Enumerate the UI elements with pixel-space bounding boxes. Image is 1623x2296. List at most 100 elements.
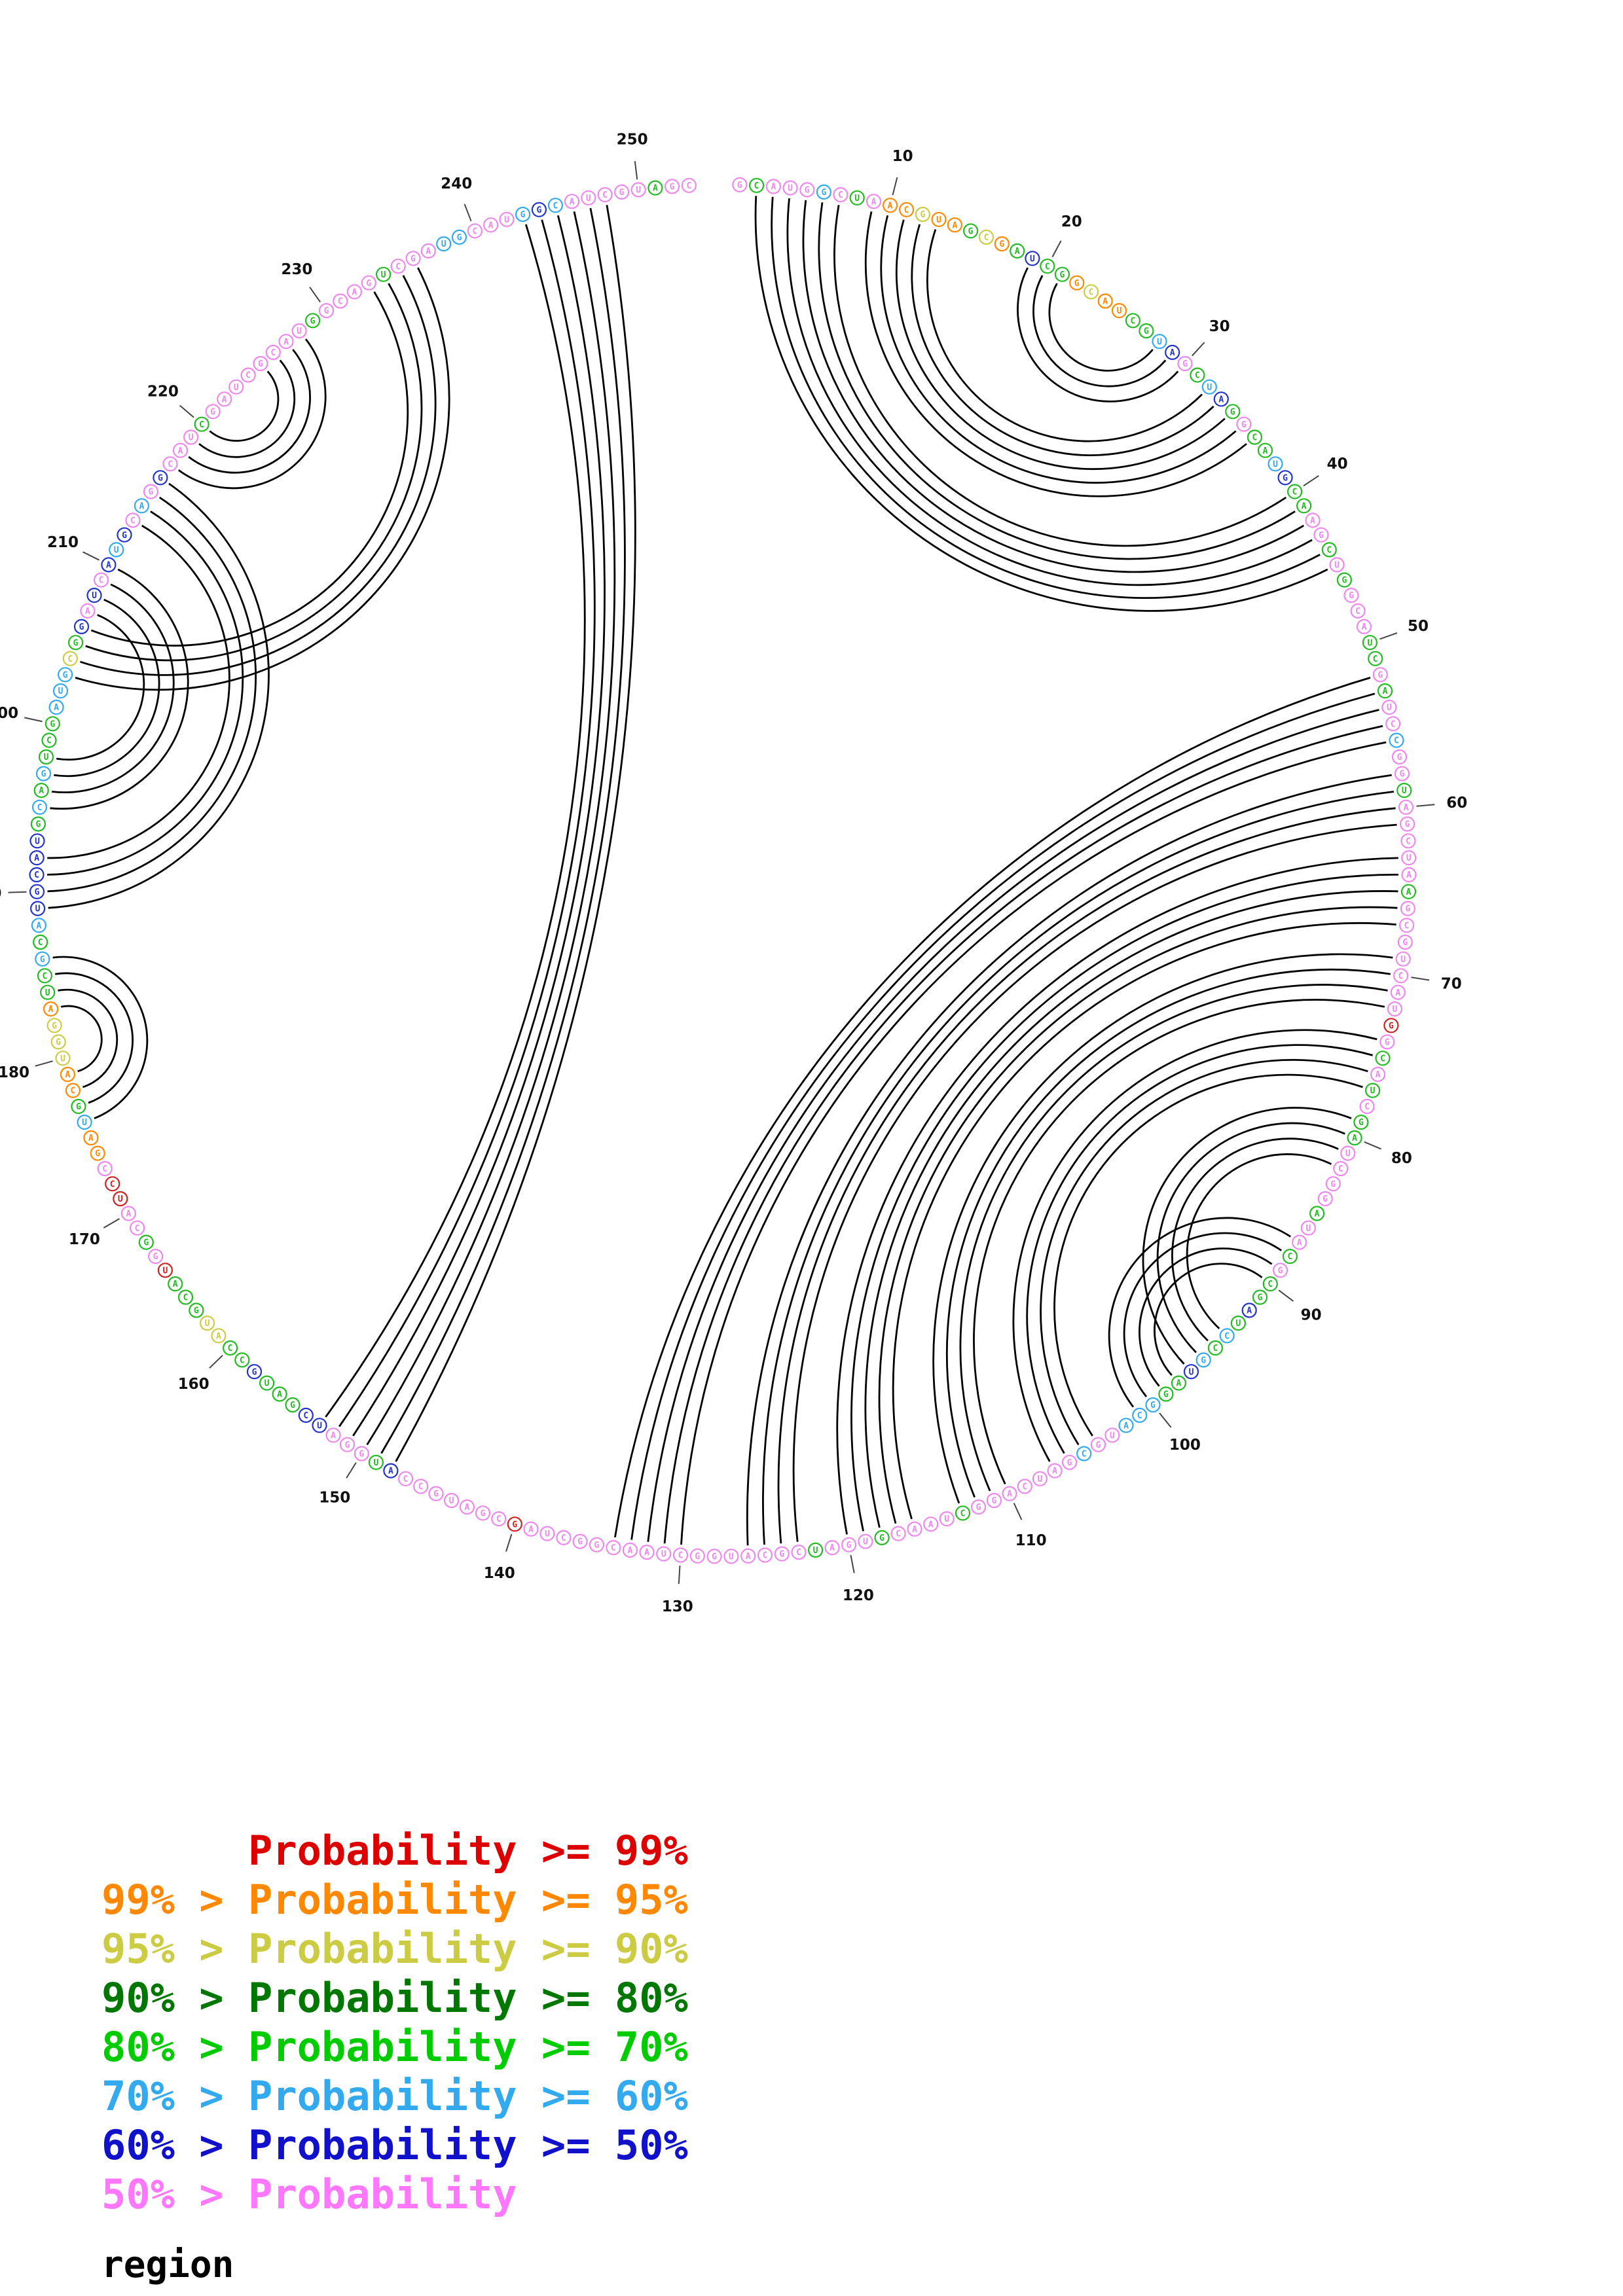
nucleotide-circle — [120, 1206, 136, 1221]
nucleotide-circle — [1132, 1407, 1148, 1423]
nucleotide-circle — [29, 884, 45, 899]
nucleotide-letter: G — [1283, 473, 1288, 483]
base-pair-arc — [1154, 1263, 1263, 1376]
base-pair-arc — [754, 196, 1328, 612]
nucleotide-circle — [681, 177, 697, 193]
base-pair-arc — [90, 291, 409, 647]
nucleotide-letter: U — [441, 240, 447, 249]
nucleotide-letter: C — [1045, 262, 1050, 272]
nucleotide-circle — [153, 470, 168, 486]
nucleotide-letter: U — [1110, 1431, 1115, 1441]
nucleotide-circle — [1277, 470, 1293, 486]
nucleotide-circle — [451, 229, 467, 245]
nucleotide-letter: C — [1364, 1102, 1370, 1112]
nucleotide-circle — [564, 194, 580, 209]
nucleotide-circle — [757, 1547, 773, 1563]
nucleotide-letter: C — [99, 576, 104, 586]
nucleotide-circle — [647, 180, 663, 196]
nucleotide-circle — [467, 223, 483, 239]
nucleotide-circle — [29, 867, 45, 883]
nucleotide-letter: G — [1322, 1194, 1328, 1204]
nucleotide-circle — [189, 1302, 204, 1318]
base-pair-arc — [663, 725, 1383, 1544]
nucleotide-letter: U — [1345, 1149, 1351, 1159]
nucleotide-circle — [333, 293, 348, 309]
tick-label: 190 — [0, 886, 2, 903]
base-pair-arc — [1108, 1217, 1291, 1408]
nucleotide-circle — [1379, 1034, 1395, 1050]
nucleotide-circle — [67, 635, 84, 651]
nucleotide-circle — [1047, 1463, 1063, 1479]
nucleotide-circle — [978, 229, 994, 245]
nucleotide-circle — [1236, 416, 1252, 432]
base-pair-arc — [1156, 1122, 1345, 1354]
base-pair-arc — [818, 202, 1296, 560]
nucleotide-letter: G — [345, 1441, 350, 1450]
nucleotide-letter: C — [102, 1164, 107, 1174]
base-pair-arc — [792, 823, 1397, 1542]
nucleotide-circle — [931, 211, 947, 227]
nucleotide-letter: G — [35, 888, 40, 897]
nucleotide-letter: G — [1067, 1458, 1072, 1468]
nucleotide-circle — [1286, 484, 1303, 499]
nucleotide-circle — [1118, 1418, 1134, 1433]
nucleotide-letter: A — [1123, 1421, 1129, 1431]
nucleotide-circle — [228, 379, 244, 395]
tick-label: 140 — [484, 1565, 515, 1582]
nucleotide-letter: A — [139, 501, 144, 511]
base-pair-arc — [802, 200, 1305, 573]
nucleotide-circle — [523, 1521, 539, 1537]
tick-label: 10 — [892, 148, 913, 165]
nucleotide-letter: G — [1096, 1441, 1101, 1450]
nucleotide-letter: G — [143, 1238, 149, 1248]
nucleotide-circle — [799, 182, 815, 198]
nucleotide-letter: U — [58, 687, 64, 696]
base-pair-arc — [836, 857, 1398, 1535]
tick-label: 130 — [662, 1598, 693, 1615]
nucleotide-letter: G — [695, 1552, 700, 1562]
base-pair-arc — [50, 568, 189, 810]
nucleotide-letter: C — [34, 870, 39, 880]
nucleotide-circle — [62, 651, 78, 666]
nucleotide-letter: U — [45, 988, 50, 998]
tick-label: 20 — [1061, 213, 1082, 230]
nucleotide-circle — [841, 1537, 857, 1552]
nucleotide-circle — [986, 1493, 1002, 1509]
nucleotide-letter: G — [158, 473, 163, 483]
nucleotide-circle — [1347, 1130, 1362, 1146]
tick-label: 220 — [147, 383, 179, 400]
tick-label: 160 — [178, 1376, 210, 1393]
tick-label: 230 — [281, 261, 312, 278]
base-pair-arc — [630, 692, 1376, 1540]
nucleotide-letter: G — [290, 1401, 295, 1410]
nucleotide-letter: U — [82, 1118, 87, 1128]
nucleotide-letter: G — [879, 1534, 884, 1543]
nucleotide-letter: A — [1352, 1134, 1357, 1143]
nucleotide-circle — [1381, 699, 1397, 715]
nucleotide-circle — [1282, 1248, 1298, 1265]
nucleotide-circle — [1241, 1302, 1257, 1318]
nucleotide-circle — [807, 1542, 824, 1558]
nucleotide-letter: A — [85, 607, 90, 617]
nucleotide-letter: U — [936, 215, 941, 225]
nucleotide-circle — [265, 344, 281, 361]
tick-label: 40 — [1327, 456, 1348, 473]
nucleotide-letter: A — [871, 197, 877, 207]
nucleotide-circle — [955, 1505, 971, 1521]
nucleotide-letter: A — [39, 786, 44, 796]
nucleotide-letter: A — [627, 1546, 632, 1556]
nucleotide-circle — [1394, 766, 1410, 781]
nucleotide-circle — [1400, 901, 1415, 916]
nucleotide-letter: A — [352, 287, 357, 297]
nucleotide-letter: C — [1022, 1482, 1027, 1492]
nucleotide-circle — [86, 587, 102, 603]
nucleotide-circle — [172, 442, 189, 458]
nucleotide-circle — [1292, 1234, 1307, 1250]
nucleotide-letter: A — [1404, 803, 1409, 813]
base-pair-arc — [54, 972, 134, 1104]
nucleotide-letter: U — [1400, 955, 1406, 965]
nucleotide-circle — [499, 211, 515, 227]
nucleotide-circle — [816, 184, 832, 200]
nucleotide-circle — [1300, 1220, 1317, 1236]
